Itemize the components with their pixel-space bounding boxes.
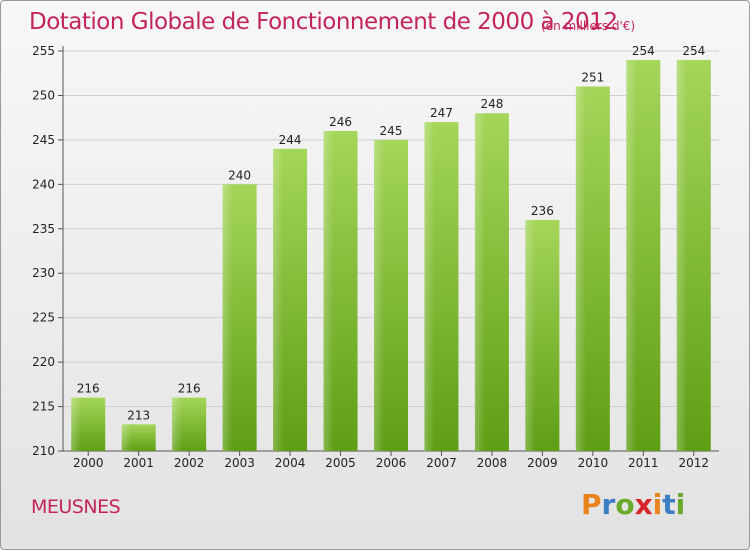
proxiti-logo[interactable]: Proxiti (581, 488, 685, 521)
y-tick-label: 240 (32, 177, 55, 191)
bar-highlight (424, 122, 459, 451)
x-tick-label: 2003 (224, 456, 255, 470)
x-tick-label: 2005 (325, 456, 356, 470)
data-label: 245 (380, 124, 403, 138)
data-label: 248 (480, 97, 503, 111)
y-tick-label: 245 (32, 133, 55, 147)
logo-letter: P (581, 488, 602, 521)
data-label: 247 (430, 106, 453, 120)
x-tick-label: 2001 (123, 456, 154, 470)
x-tick-label: 2006 (376, 456, 407, 470)
data-label: 254 (632, 44, 655, 58)
chart-subtitle: (en milliers d'€) (541, 19, 636, 33)
bar-highlight (121, 424, 156, 451)
data-label: 246 (329, 115, 352, 129)
logo-letter: x (634, 488, 653, 521)
y-tick-label: 225 (32, 311, 55, 325)
labels: 216 2000 213 2001 216 2002 240 2003 244 2004 246 20… (73, 44, 709, 470)
y-tick-label: 220 (32, 355, 55, 369)
bar-highlight (374, 139, 408, 451)
bar-highlight (575, 86, 610, 452)
data-label: 244 (279, 133, 302, 147)
logo-letter: t (662, 488, 676, 521)
x-tick-label: 2008 (477, 456, 508, 470)
x-tick-label: 2010 (578, 456, 609, 470)
bar-highlight (323, 131, 358, 451)
bar-highlight (172, 397, 207, 451)
data-label: 216 (77, 382, 100, 396)
logo-letter: i (652, 488, 663, 521)
bar-highlight (676, 59, 711, 452)
data-label: 240 (228, 168, 251, 182)
y-tick-label: 235 (32, 222, 55, 236)
bar-highlight (222, 184, 257, 452)
y-tick-label: 210 (32, 444, 55, 458)
bar-highlight (273, 148, 308, 451)
data-label: 251 (581, 71, 604, 85)
bar-highlight (525, 219, 560, 451)
bar-highlight (474, 113, 509, 451)
y-tick-label: 255 (32, 44, 55, 58)
y-tick-label: 215 (32, 400, 55, 414)
logo-letter: o (615, 488, 635, 521)
data-label: 236 (531, 204, 554, 218)
y-tick-label: 230 (32, 266, 55, 280)
x-tick-label: 2011 (628, 456, 659, 470)
commune-name: MEUSNES (31, 496, 121, 518)
x-tick-label: 2007 (426, 456, 457, 470)
x-tick-label: 2002 (174, 456, 205, 470)
data-label: 213 (127, 408, 150, 422)
bar-highlight (626, 59, 661, 452)
data-label: 216 (178, 382, 201, 396)
bar-highlight (71, 397, 106, 451)
y-tick-label: 250 (32, 88, 55, 102)
x-tick-label: 2012 (678, 456, 709, 470)
bars (71, 59, 711, 452)
logo-letter: i (675, 488, 686, 521)
logo-letter: r (601, 488, 616, 521)
data-label: 254 (682, 44, 705, 58)
x-tick-label: 2009 (527, 456, 558, 470)
chart-title: Dotation Globale de Fonctionnement de 20… (29, 9, 618, 35)
x-tick-label: 2004 (275, 456, 306, 470)
x-tick-label: 2000 (73, 456, 104, 470)
